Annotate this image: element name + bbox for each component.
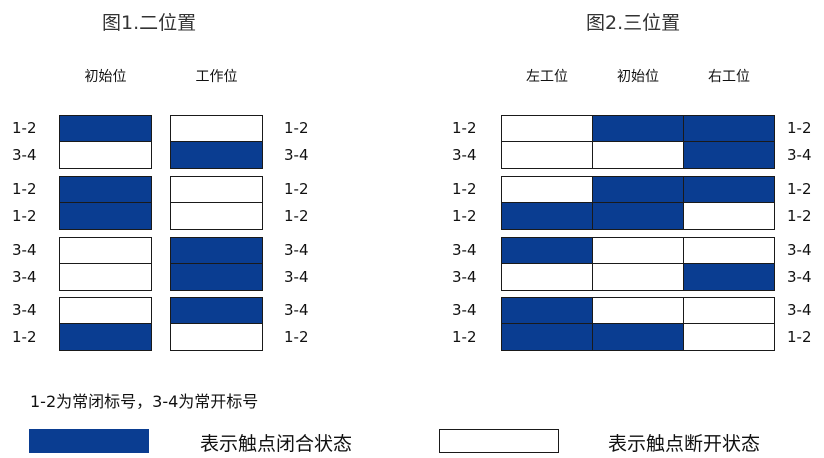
contact-cell-closed [501, 323, 593, 351]
row-label-left: 1-2 [12, 207, 37, 225]
contact-number-note: 1-2为常闭标号，3-4为常开标号 [30, 392, 259, 411]
row-label-left: 3-4 [12, 301, 37, 319]
contact-cell-open [59, 263, 152, 291]
contact-cell-closed [59, 323, 152, 351]
row-label-right: 3-4 [284, 301, 309, 319]
contact-cell-open [170, 323, 263, 351]
row-label-left: 3-4 [452, 146, 477, 164]
legend-open-label: 表示触点断开状态 [608, 433, 761, 455]
contact-cell-open [592, 297, 684, 324]
contact-cell-closed [592, 323, 684, 351]
contact-cell-open [59, 237, 152, 264]
contact-cell-closed [501, 202, 593, 230]
fig2-title: 图2.三位置 [586, 12, 681, 34]
row-label-right: 1-2 [787, 328, 812, 346]
row-label-left: 1-2 [12, 180, 37, 198]
contact-cell-open [59, 297, 152, 324]
contact-cell-open [501, 263, 593, 291]
row-label-left: 1-2 [12, 328, 37, 346]
column-header: 右工位 [708, 69, 750, 85]
row-label-right: 3-4 [787, 268, 812, 286]
row-label-right: 1-2 [787, 207, 812, 225]
row-label-left: 3-4 [452, 301, 477, 319]
contact-cell-closed [683, 263, 775, 291]
contact-cell-open [683, 297, 775, 324]
column-header: 初始位 [84, 69, 127, 85]
legend-open-swatch [439, 429, 559, 453]
row-label-right: 1-2 [787, 119, 812, 137]
contact-cell-open [592, 263, 684, 291]
column-header: 工作位 [195, 69, 238, 85]
contact-cell-closed [59, 202, 152, 230]
contact-cell-open [683, 323, 775, 351]
row-label-left: 3-4 [452, 268, 477, 286]
legend-closed-label: 表示触点闭合状态 [200, 433, 353, 455]
row-label-left: 3-4 [12, 268, 37, 286]
fig1-title: 图1.二位置 [102, 12, 197, 34]
contact-cell-closed [683, 176, 775, 203]
row-label-right: 1-2 [284, 207, 309, 225]
contact-cell-closed [170, 141, 263, 169]
row-label-left: 1-2 [452, 180, 477, 198]
row-label-left: 1-2 [452, 119, 477, 137]
contact-cell-open [501, 115, 593, 142]
contact-cell-open [170, 202, 263, 230]
contact-cell-closed [592, 202, 684, 230]
row-label-right: 3-4 [787, 241, 812, 259]
contact-cell-closed [501, 237, 593, 264]
column-header: 左工位 [526, 69, 568, 85]
contact-cell-open [683, 202, 775, 230]
contact-cell-open [501, 141, 593, 169]
contact-cell-closed [170, 297, 263, 324]
row-label-left: 3-4 [452, 241, 477, 259]
contact-cell-open [683, 237, 775, 264]
legend-closed-swatch [29, 429, 149, 453]
contact-cell-open [170, 176, 263, 203]
row-label-left: 1-2 [12, 119, 37, 137]
contact-cell-closed [683, 141, 775, 169]
row-label-right: 1-2 [787, 180, 812, 198]
column-header: 初始位 [617, 69, 659, 85]
row-label-left: 3-4 [12, 146, 37, 164]
row-label-right: 3-4 [284, 241, 309, 259]
row-label-right: 1-2 [284, 328, 309, 346]
contact-cell-open [59, 141, 152, 169]
contact-cell-closed [592, 115, 684, 142]
contact-cell-open [170, 115, 263, 142]
row-label-right: 3-4 [284, 268, 309, 286]
contact-cell-closed [170, 263, 263, 291]
contact-cell-closed [59, 115, 152, 142]
contact-cell-open [592, 237, 684, 264]
row-label-right: 3-4 [787, 301, 812, 319]
contact-cell-closed [501, 297, 593, 324]
contact-cell-closed [683, 115, 775, 142]
contact-cell-closed [59, 176, 152, 203]
row-label-left: 3-4 [12, 241, 37, 259]
row-label-right: 3-4 [787, 146, 812, 164]
contact-cell-open [592, 141, 684, 169]
row-label-right: 3-4 [284, 146, 309, 164]
contact-cell-open [501, 176, 593, 203]
row-label-right: 1-2 [284, 180, 309, 198]
row-label-right: 1-2 [284, 119, 309, 137]
contact-cell-closed [170, 237, 263, 264]
row-label-left: 1-2 [452, 207, 477, 225]
contact-cell-closed [592, 176, 684, 203]
row-label-left: 1-2 [452, 328, 477, 346]
